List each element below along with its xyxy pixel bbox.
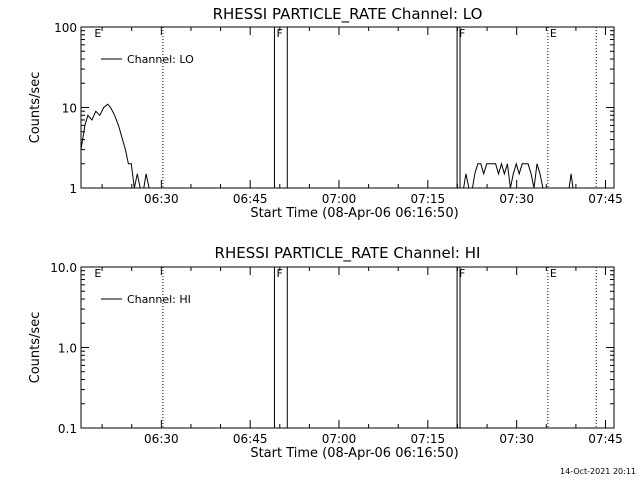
y-tick-label: 1 [69,182,77,196]
x-tick-label: 07:30 [499,432,534,446]
panel-hi: RHESSI PARTICLE_RATE Channel: HI 06:30 06:… [28,244,623,461]
x-tick-label: 07:00 [322,192,357,206]
y-axis-label: Counts/sec [28,312,43,384]
x-tick-label: 07:45 [588,432,623,446]
legend-label: Channel: LO [127,53,194,66]
series-line [81,103,574,188]
x-tick-label: 06:30 [144,192,179,206]
event-marker-label: F [276,27,282,40]
event-marker-label: E [550,27,557,40]
x-axis-label: Start Time (08-Apr-06 06:16:50) [250,446,458,461]
panel-lo: RHESSI PARTICLE_RATE Channel: LO 06:30 06:… [28,5,623,221]
y-tick-label: 100 [54,21,77,35]
x-tick-label: 07:15 [411,432,446,446]
footer-timestamp: 14-Oct-2021 20:11 [560,467,636,476]
x-tick-label: 06:45 [233,192,268,206]
event-marker-label: F [459,27,465,40]
x-axis-label: Start Time (08-Apr-06 06:16:50) [250,206,458,221]
x-tick-label: 07:00 [322,432,357,446]
x-tick-label: 06:30 [144,432,179,446]
y-tick-label: 10 [62,102,77,116]
event-marker-label: E [94,267,101,280]
legend-label: Channel: HI [127,293,191,306]
chart-title: RHESSI PARTICLE_RATE Channel: HI [215,244,481,263]
x-tick-label: 06:45 [233,432,268,446]
chart-title: RHESSI PARTICLE_RATE Channel: LO [213,5,483,24]
event-marker-label: F [459,267,465,280]
event-marker-label: E [550,267,557,280]
x-tick-label: 07:45 [588,192,623,206]
y-tick-label: 10.0 [50,261,77,275]
event-marker-label: E [94,27,101,40]
x-tick-label: 07:30 [499,192,534,206]
x-tick-label: 07:15 [411,192,446,206]
y-axis-label: Counts/sec [28,72,43,144]
y-tick-label: 1.0 [58,342,77,356]
y-tick-label: 0.1 [58,422,77,436]
event-marker-label: F [276,267,282,280]
